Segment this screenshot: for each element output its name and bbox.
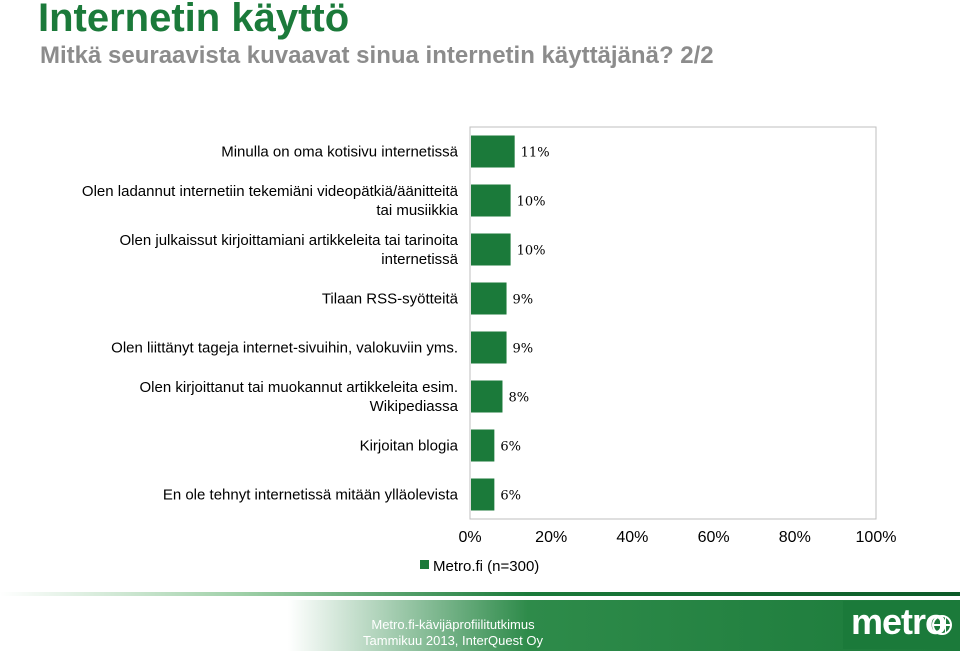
x-tick-label: 80% bbox=[779, 529, 811, 546]
globe-icon bbox=[932, 615, 952, 635]
category-label: internetissä bbox=[381, 251, 458, 268]
bar bbox=[471, 478, 495, 511]
x-tick-label: 40% bbox=[616, 529, 648, 546]
value-label: 9% bbox=[513, 342, 534, 357]
category-label: Kirjoitan blogia bbox=[360, 438, 459, 455]
value-labels: 11% 10% 10% 9% 9% 8% 6% 6% bbox=[500, 146, 549, 504]
category-label: Tilaan RSS-syötteitä bbox=[322, 291, 459, 308]
bar bbox=[471, 233, 511, 266]
category-label: Olen ladannut internetiin tekemiäni vide… bbox=[82, 183, 459, 200]
category-label: Wikipediassa bbox=[370, 398, 459, 415]
category-label: Olen julkaissut kirjoittamiani artikkele… bbox=[120, 232, 459, 249]
legend: Metro.fi (n=300) bbox=[420, 558, 539, 575]
bar bbox=[471, 429, 495, 462]
x-tick-label: 60% bbox=[698, 529, 730, 546]
bar bbox=[471, 331, 507, 364]
x-tick-label: 20% bbox=[535, 529, 567, 546]
category-label: Olen liittänyt tageja internet-sivuihin,… bbox=[111, 340, 458, 357]
bar bbox=[471, 282, 507, 315]
plot-area bbox=[469, 126, 877, 520]
logo-text: metro bbox=[851, 601, 947, 642]
bar-chart: Minulla on oma kotisivu internetissä Olen… bbox=[82, 126, 896, 575]
page-subtitle: Mitkä seuraavista kuvaavat sinua interne… bbox=[40, 42, 714, 69]
metro-logo: metro bbox=[843, 601, 960, 649]
legend-label: Metro.fi (n=300) bbox=[433, 558, 539, 575]
category-labels: Minulla on oma kotisivu internetissä Olen… bbox=[82, 144, 459, 504]
category-label: Olen kirjoittanut tai muokannut artikkel… bbox=[140, 379, 458, 396]
value-label: 9% bbox=[513, 293, 534, 308]
footer-date: Tammikuu 2013, InterQuest Oy bbox=[363, 633, 543, 648]
bar bbox=[471, 135, 515, 168]
value-label: 8% bbox=[508, 391, 529, 406]
x-tick-label: 0% bbox=[458, 529, 481, 546]
bars bbox=[471, 135, 515, 511]
page-title: Internetin käyttö bbox=[38, 0, 350, 40]
footer-background bbox=[0, 600, 960, 651]
value-label: 6% bbox=[500, 489, 521, 504]
category-label: En ole tehnyt internetissä mitään ylläol… bbox=[163, 487, 459, 504]
category-label: Minulla on oma kotisivu internetissä bbox=[221, 144, 458, 161]
x-axis-ticks: 0% 20% 40% 60% 80% 100% bbox=[458, 529, 896, 546]
value-label: 10% bbox=[517, 195, 546, 210]
footer-source: Metro.fi-kävijäprofiilitutkimus bbox=[371, 617, 535, 632]
footer-divider bbox=[0, 592, 960, 596]
x-tick-label: 100% bbox=[856, 529, 897, 546]
bar bbox=[471, 380, 503, 413]
legend-swatch bbox=[420, 560, 429, 569]
value-label: 10% bbox=[517, 244, 546, 259]
value-label: 6% bbox=[500, 440, 521, 455]
category-label: tai musiikkia bbox=[376, 202, 458, 219]
value-label: 11% bbox=[521, 146, 550, 161]
bar bbox=[471, 184, 511, 217]
